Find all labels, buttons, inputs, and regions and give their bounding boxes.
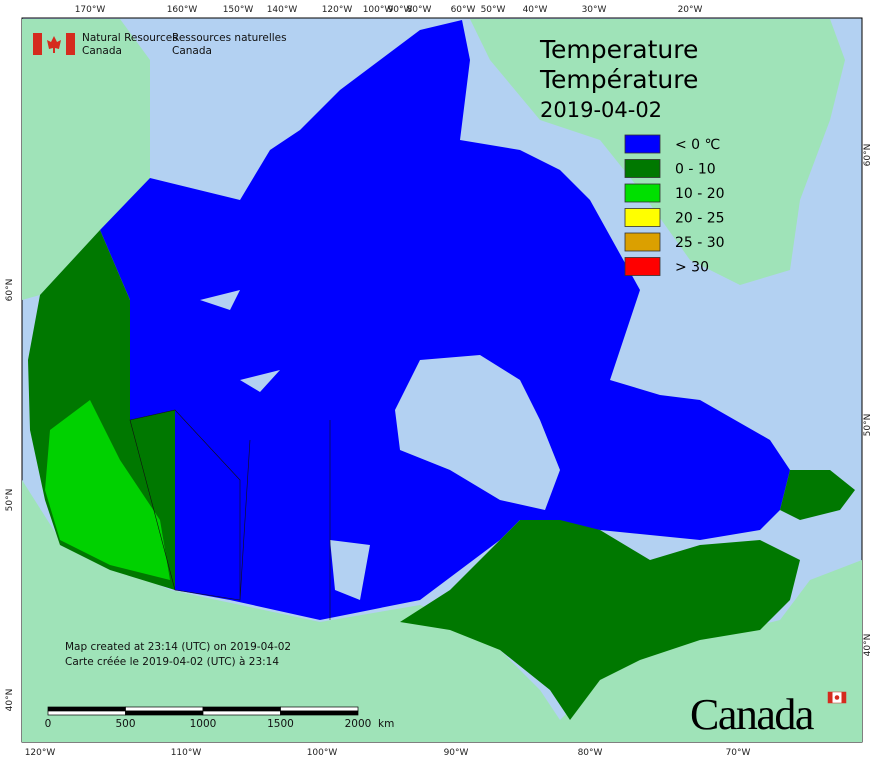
legend-swatch (624, 257, 661, 276)
longitude-label: 150°W (223, 5, 254, 15)
latitude-label: 50°N (5, 489, 15, 512)
flag-band (33, 33, 42, 55)
longitude-label: 160°W (167, 5, 198, 15)
longitude-label: 20°W (678, 5, 703, 15)
longitude-label: 90°W (444, 748, 469, 758)
longitude-label: 140°W (267, 5, 298, 15)
scale-segment (125, 710, 204, 716)
legend-label: < 0 ℃ (675, 137, 720, 153)
legend-swatch (624, 208, 661, 227)
latitude-label: 40°N (863, 634, 873, 657)
agency-name-en: Canada (82, 45, 122, 57)
map-note: Carte créée le 2019-04-02 (UTC) à 23:14 (65, 656, 279, 668)
legend-label: 25 - 30 (675, 235, 725, 251)
scale-segment (47, 710, 126, 716)
latitude-label: 40°N (5, 689, 15, 712)
title-date: 2019-04-02 (540, 98, 662, 122)
scale-label: 0 (45, 718, 52, 730)
hudson-bay (395, 355, 560, 510)
legend-swatch (624, 159, 661, 178)
scale-segment (280, 710, 359, 716)
legend-swatch (624, 183, 661, 203)
scale-segment (125, 706, 204, 712)
scale-unit: km (378, 718, 394, 730)
longitude-label: 80°W (578, 748, 603, 758)
scale-label: 2000 (345, 718, 372, 730)
scale-label: 1500 (267, 718, 294, 730)
wordmark: Canada (690, 690, 814, 739)
region-0-10-east (400, 520, 800, 720)
longitude-label: 120°W (322, 5, 353, 15)
scale-segment (202, 710, 281, 716)
agency-name-fr: Canada (172, 45, 212, 57)
legend-label: 0 - 10 (675, 162, 716, 178)
maple-leaf (47, 36, 61, 53)
agency-name-en: Natural Resources (82, 32, 178, 44)
scale-label: 1000 (190, 718, 217, 730)
longitude-label: 70°W (726, 748, 751, 758)
longitude-label: 110°W (171, 748, 202, 758)
longitude-label: 100°W (363, 5, 394, 15)
scale-segment (280, 706, 359, 712)
region-0-10-newfoundland (780, 470, 855, 520)
longitude-label: 50°W (481, 5, 506, 15)
region-10-20 (45, 400, 170, 580)
agency-name-fr: Ressources naturelles (172, 32, 287, 44)
map-note: Map created at 23:14 (UTC) on 2019-04-02 (65, 641, 291, 653)
legend-label: 10 - 20 (675, 186, 725, 202)
longitude-label: 170°W (75, 5, 106, 15)
wordmark-leaf (834, 695, 840, 700)
longitude-label: 40°W (523, 5, 548, 15)
wordmark-flag-band (841, 692, 846, 703)
latitude-label: 60°N (863, 144, 873, 167)
longitude-label: 120°W (25, 748, 56, 758)
region-below-zero (100, 20, 790, 620)
legend-label: > 30 (675, 260, 709, 276)
united-states (22, 480, 862, 742)
longitude-label: 30°W (582, 5, 607, 15)
legend-swatch (624, 134, 661, 154)
lakes (200, 290, 370, 600)
latitude-label: 60°N (5, 279, 15, 302)
alaska (22, 19, 150, 300)
legend-label: 20 - 25 (675, 211, 725, 227)
wordmark-flag-band (828, 692, 833, 703)
flag-band (66, 33, 75, 55)
title: Temperature (539, 35, 698, 64)
longitude-label: 80°W (407, 5, 432, 15)
longitude-label: 90°W (388, 5, 413, 15)
title: Température (539, 65, 698, 94)
legend-swatch (624, 232, 661, 252)
longitude-label: 100°W (307, 748, 338, 758)
scale-segment (202, 706, 281, 712)
scale-segment (47, 706, 126, 712)
longitude-label: 60°W (451, 5, 476, 15)
scale-label: 500 (115, 718, 135, 730)
latitude-label: 50°N (863, 414, 873, 437)
province-borders (129, 409, 331, 620)
